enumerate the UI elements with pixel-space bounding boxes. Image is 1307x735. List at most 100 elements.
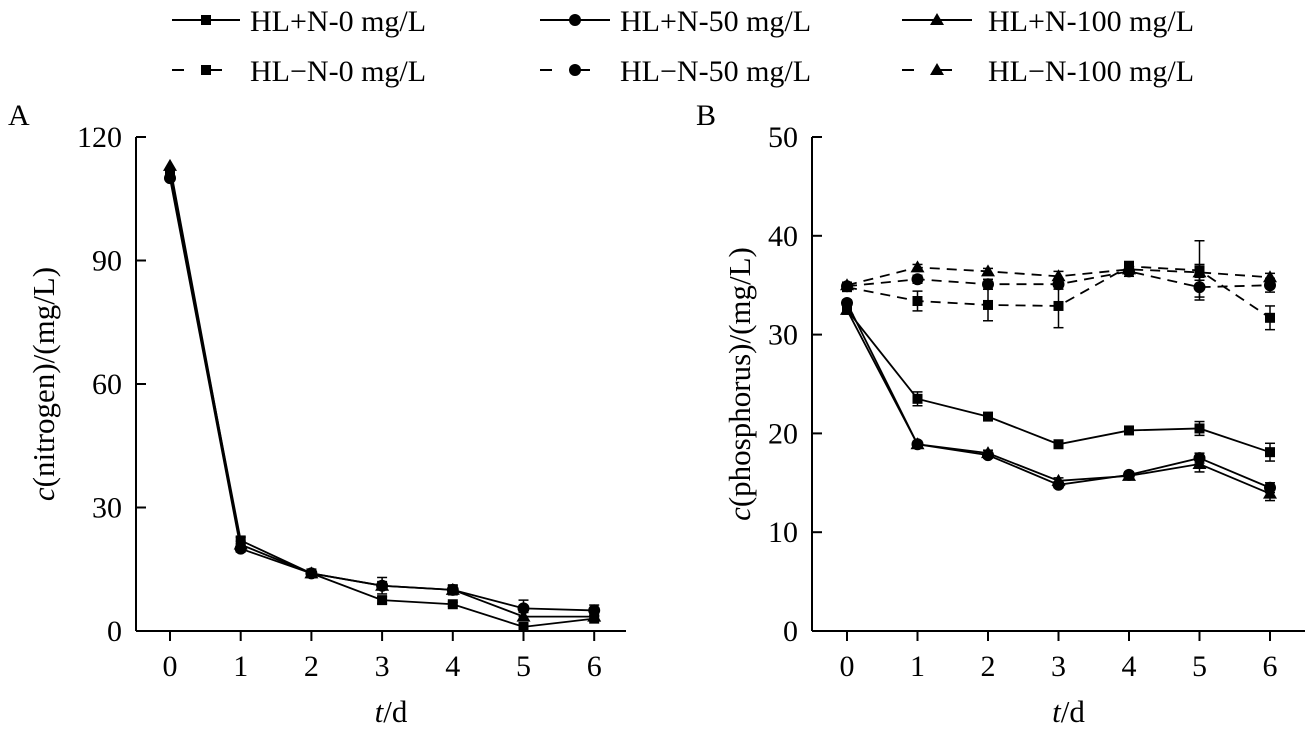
x-tick-label: 6 (1263, 650, 1278, 683)
legend-marker-triangle (930, 63, 944, 75)
x-tick-label: 4 (1122, 650, 1137, 683)
x-axis-label-unit: /d (1061, 694, 1086, 729)
legend-marker-circle (569, 14, 581, 26)
legend-item-hlplusn-100-mg-l: HL+N-100 mg/L (902, 5, 1194, 38)
x-tick-label: 2 (304, 650, 319, 683)
data-point-circle (1193, 281, 1206, 294)
data-point-triangle (375, 578, 390, 591)
series-hlplusn-50-mg-l (164, 172, 601, 618)
legend-label: HL−N-100 mg/L (988, 55, 1194, 88)
panel-a-nitrogen-chart: A 0 30 60 90 120 0 1 2 3 4 5 6 t/d c(nitrogen)/(mg/L) (8, 99, 626, 729)
y-axis-label-symbol: c (722, 507, 757, 521)
series-hlplusn-100-mg-l (840, 302, 1277, 502)
legend-item-hlminusn-100-mg-l: HL−N-100 mg/L (902, 55, 1194, 88)
data-point-square (912, 393, 923, 404)
x-tick-label: 4 (445, 650, 460, 683)
data-point-square (983, 299, 993, 310)
x-axis-label-symbol: t (1052, 694, 1062, 729)
series-hlminusn-100-mg-l (840, 260, 1277, 291)
y-axis-label-symbol: c (26, 487, 61, 501)
axes: 0 10 20 30 40 50 0 1 2 3 4 5 6 (768, 121, 1305, 683)
data-point-square (377, 595, 388, 606)
data-point-triangle (163, 158, 177, 171)
legend-item-hlminusn-0-mg-l: HL−N-0 mg/L (172, 55, 426, 88)
y-tick-label: 40 (768, 220, 798, 253)
x-tick-label: 5 (1192, 650, 1207, 683)
panel-letter: A (8, 99, 30, 132)
data-point-square (1124, 425, 1134, 436)
series-line (169, 173, 595, 628)
data-point-triangle (304, 566, 319, 579)
data-point-triangle (840, 302, 854, 315)
data-point-triangle (1263, 270, 1277, 283)
series-line (169, 165, 595, 618)
data-point-circle (982, 278, 994, 291)
data-point-triangle (1192, 457, 1207, 470)
data-point-square (1194, 423, 1205, 434)
legend-marker-triangle (930, 13, 944, 25)
data-point-triangle (1192, 265, 1207, 278)
legend-marker-circle (569, 64, 581, 76)
data-point-triangle (840, 278, 854, 291)
axes: 0 30 60 90 120 0 1 2 3 4 5 6 (77, 121, 626, 683)
data-point-square (912, 296, 923, 307)
x-tick-label: 3 (1051, 650, 1066, 683)
x-tick-label: 0 (163, 650, 178, 683)
data-point-triangle (981, 446, 995, 459)
legend-marker-square (201, 65, 211, 75)
legend-item-hlplusn-0-mg-l: HL+N-0 mg/L (172, 5, 426, 38)
y-tick-label: 0 (783, 615, 798, 648)
x-axis-label: t/d (375, 694, 408, 729)
series-hlplusn-0-mg-l (842, 304, 1275, 462)
x-tick-label: 2 (981, 650, 996, 683)
x-axis-label-symbol: t (375, 694, 385, 729)
data-point-triangle (516, 609, 531, 622)
data-point-triangle (910, 260, 925, 273)
series-line (846, 302, 1271, 489)
legend-label: HL+N-50 mg/L (620, 5, 811, 38)
panel-letter: B (696, 99, 716, 132)
data-point-triangle (981, 264, 995, 277)
y-tick-label: 90 (92, 245, 122, 278)
data-point-triangle (910, 437, 925, 450)
data-point-triangle (1051, 473, 1066, 486)
y-axis-label: c(phosphorus)/(mg/L) (722, 247, 757, 521)
x-axis-label-unit: /d (383, 694, 408, 729)
series-line (169, 177, 595, 612)
data-point-circle (911, 273, 924, 286)
data-point-triangle (1051, 269, 1066, 282)
y-tick-label: 50 (768, 121, 798, 154)
x-tick-label: 1 (233, 650, 248, 683)
y-tick-label: 30 (92, 492, 122, 525)
x-tick-label: 3 (375, 650, 390, 683)
x-tick-label: 0 (840, 650, 855, 683)
data-point-triangle (587, 609, 602, 622)
x-axis-label: t/d (1052, 694, 1085, 729)
data-point-square (447, 599, 458, 610)
data-point-square (1265, 447, 1275, 458)
data-point-triangle (1122, 262, 1136, 275)
data-point-circle (164, 172, 176, 185)
data-point-square (1053, 439, 1064, 450)
y-axis-label-unit: (phosphorus)/(mg/L) (722, 247, 757, 507)
data-point-square (1053, 300, 1064, 311)
data-point-square (518, 621, 529, 632)
series-line (846, 309, 1271, 495)
legend-label: HL+N-100 mg/L (988, 5, 1194, 38)
legend-label: HL+N-0 mg/L (250, 5, 426, 38)
y-axis-label-unit: (nitrogen)/(mg/L) (26, 267, 61, 487)
x-tick-label: 6 (587, 650, 602, 683)
y-tick-label: 0 (107, 615, 122, 648)
legend-item-hlplusn-50-mg-l: HL+N-50 mg/L (540, 5, 811, 38)
y-tick-label: 60 (92, 368, 122, 401)
y-tick-label: 120 (77, 121, 122, 154)
x-tick-label: 1 (910, 650, 925, 683)
legend-marker-square (201, 15, 211, 25)
y-tick-label: 10 (768, 516, 798, 549)
data-point-square (983, 411, 993, 422)
panel-b-phosphorus-chart: B 0 10 20 30 40 50 0 1 2 3 4 5 6 t/d c(phosphorus)/(mg/… (696, 99, 1305, 729)
data-point-square (1265, 312, 1275, 323)
data-point-triangle (445, 582, 460, 595)
y-tick-label: 20 (768, 417, 798, 450)
